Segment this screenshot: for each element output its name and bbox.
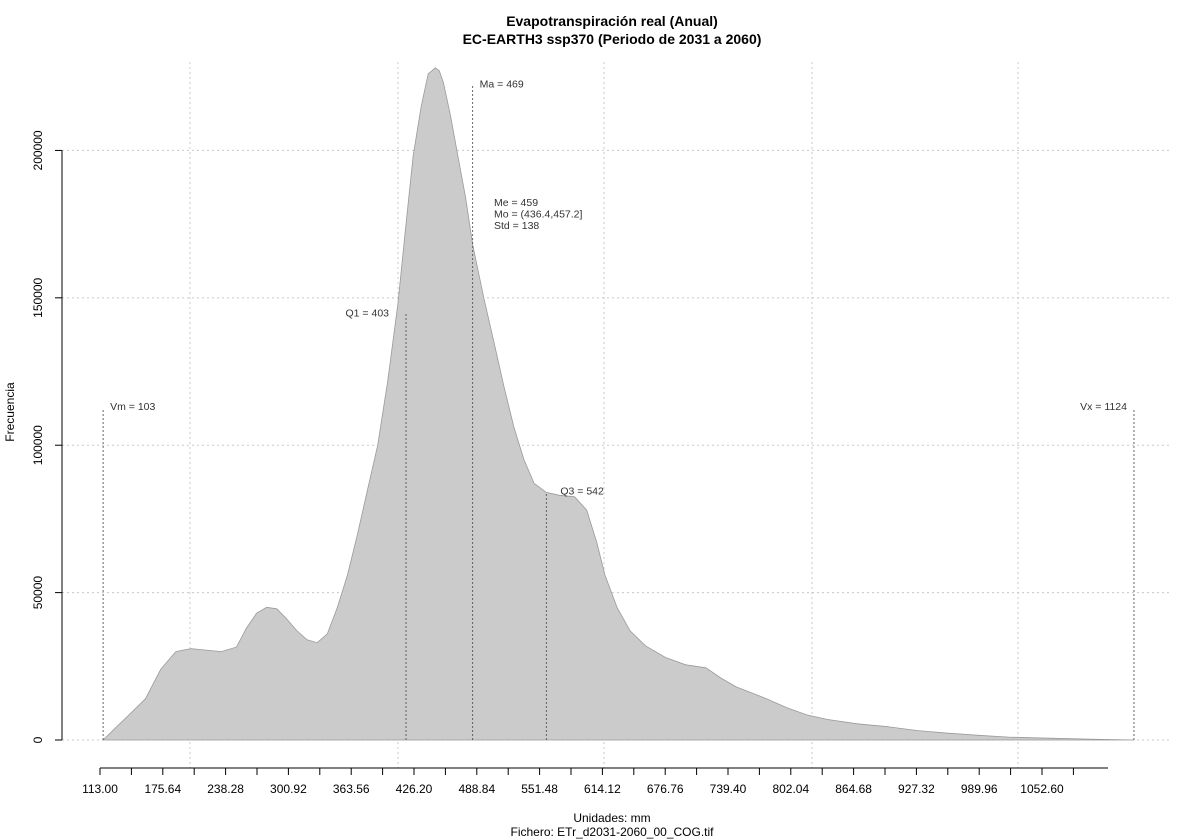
x-tick-label: 739.40 xyxy=(710,782,747,796)
reference-label: Q1 = 403 xyxy=(346,308,390,320)
y-tick-label: 50000 xyxy=(31,576,45,610)
x-tick-label: 238.28 xyxy=(207,782,244,796)
reference-lines: Vm = 103 Q1 = 403 Ma = 469 Q3 = 542 Vx = 112… xyxy=(102,79,1135,740)
chart-title: Evapotranspiración real (Anual) xyxy=(506,13,718,29)
x-axis-label: Unidades: mm xyxy=(573,811,650,825)
y-tick-label: 100000 xyxy=(31,425,45,465)
reference-label: Q3 = 542 xyxy=(560,485,604,497)
y-tick-label: 150000 xyxy=(31,277,45,317)
x-tick-label: 927.32 xyxy=(898,782,935,796)
x-tick-label: 426.20 xyxy=(396,782,433,796)
density-area xyxy=(102,67,1135,741)
x-tick-label: 802.04 xyxy=(772,782,809,796)
x-tick-label: 1052.60 xyxy=(1020,782,1064,796)
stats-line: Me = 459 xyxy=(494,197,538,209)
x-tick-label: 175.64 xyxy=(144,782,181,796)
reference-label: Vm = 103 xyxy=(110,401,155,413)
y-tick-label: 200000 xyxy=(31,130,45,170)
y-tick-label: 0 xyxy=(31,736,45,743)
x-tick-label: 113.00 xyxy=(82,782,118,796)
x-tick-label: 363.56 xyxy=(333,782,370,796)
reference-label: Ma = 469 xyxy=(480,79,524,91)
stats-line: Mo = (436.4,457.2] xyxy=(494,209,583,221)
x-tick-label: 676.76 xyxy=(647,782,684,796)
x-tick-label: 551.48 xyxy=(521,782,558,796)
x-axis: 113.00 175.64 238.28 300.92 363.56 426.20 488.… xyxy=(82,767,1108,796)
x-tick-label: 488.84 xyxy=(458,782,495,796)
chart-subtitle: EC-EARTH3 ssp370 (Periodo de 2031 a 2060… xyxy=(463,31,762,47)
x-tick-label: 864.68 xyxy=(835,782,872,796)
x-tick-label: 300.92 xyxy=(270,782,307,796)
stats-line: Std = 138 xyxy=(494,220,539,232)
density-series-area xyxy=(102,67,1135,741)
reference-label: Vx = 1124 xyxy=(1080,401,1127,413)
y-axis-label: Frecuencia xyxy=(3,382,17,442)
file-label: Fichero: ETr_d2031-2060_00_COG.tif xyxy=(511,825,715,839)
y-axis: 0 50000 100000 150000 200000 xyxy=(31,130,63,743)
x-tick-label: 614.12 xyxy=(584,782,621,796)
x-tick-label: 989.96 xyxy=(961,782,998,796)
